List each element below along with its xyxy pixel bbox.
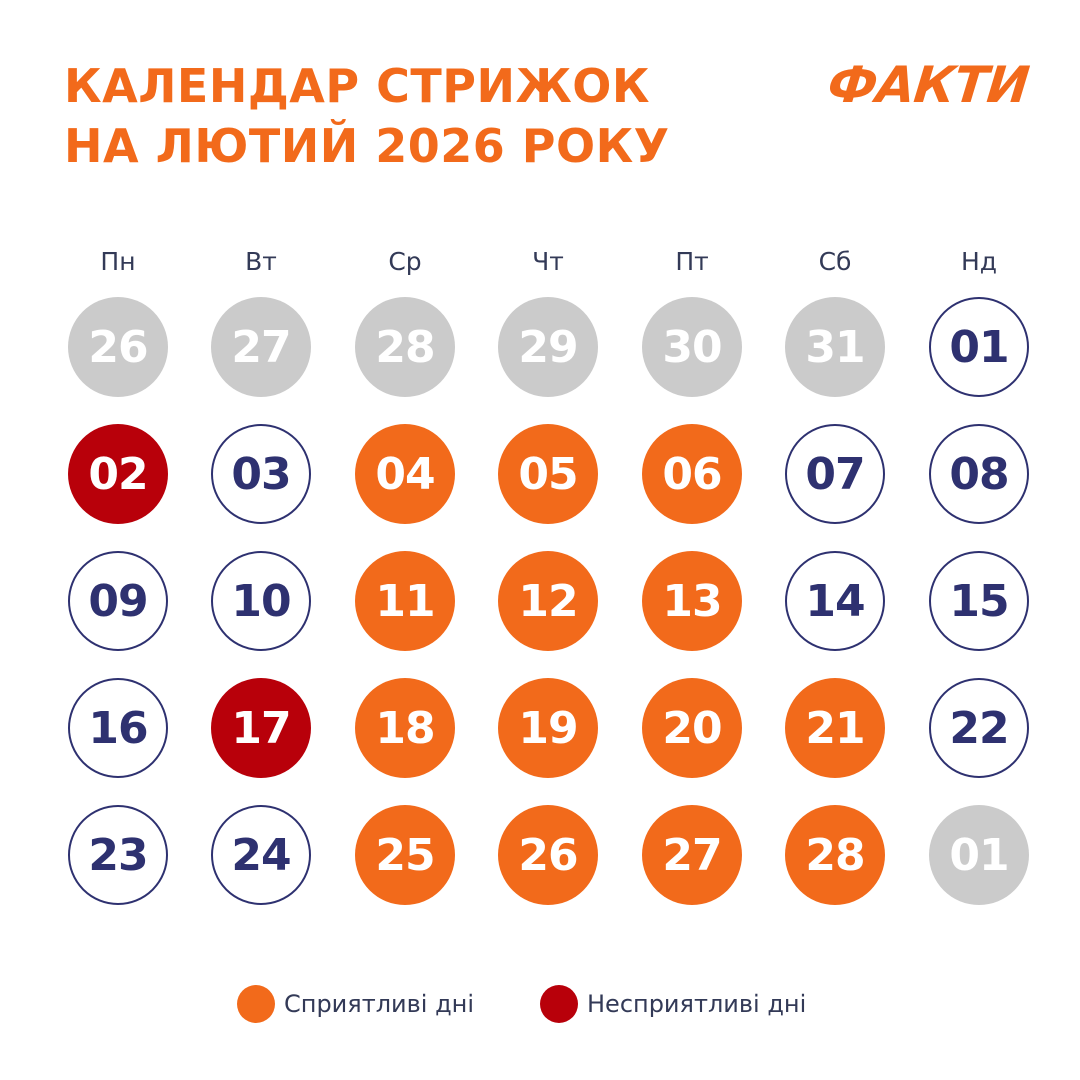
day-cell-favorable: 11: [355, 551, 455, 651]
day-cell-neutral: 09: [68, 551, 168, 651]
weekday-fri: Пт: [675, 247, 709, 276]
legend-item-unfavorable: Несприятливі дні: [540, 984, 806, 1024]
weekday-wed: Ср: [388, 247, 422, 276]
day-cell-favorable: 04: [355, 424, 455, 524]
day-cell-favorable: 06: [642, 424, 742, 524]
weekday-mon: Пн: [100, 247, 136, 276]
day-cell-other: 31: [785, 297, 885, 397]
weekday-sat: Сб: [818, 247, 852, 276]
day-cell-neutral: 15: [929, 551, 1029, 651]
day-cell-favorable: 21: [785, 678, 885, 778]
day-cell-other: 26: [68, 297, 168, 397]
day-cell-other: 28: [355, 297, 455, 397]
day-cell-neutral: 07: [785, 424, 885, 524]
day-cell-favorable: 27: [642, 805, 742, 905]
day-cell-favorable: 18: [355, 678, 455, 778]
day-cell-neutral: 03: [211, 424, 311, 524]
legend: Сприятливі дні Несприятливі дні: [0, 984, 1080, 1024]
day-cell-other: 27: [211, 297, 311, 397]
day-cell-neutral: 10: [211, 551, 311, 651]
day-cell-neutral: 16: [68, 678, 168, 778]
title-line-2: НА ЛЮТИЙ 2026 РОКУ: [64, 119, 670, 173]
day-cell-other: 01: [929, 805, 1029, 905]
day-cell-favorable: 13: [642, 551, 742, 651]
day-cell-neutral: 22: [929, 678, 1029, 778]
day-cell-favorable: 05: [498, 424, 598, 524]
weekday-thu: Чт: [532, 247, 564, 276]
legend-label-favorable: Сприятливі дні: [284, 990, 475, 1018]
day-cell-favorable: 26: [498, 805, 598, 905]
day-cell-favorable: 28: [785, 805, 885, 905]
day-cell-unfavorable: 02: [68, 424, 168, 524]
day-cell-neutral: 24: [211, 805, 311, 905]
weekday-header: Пн Вт Ср Чт Пт Сб Нд: [46, 242, 1046, 282]
day-cell-neutral: 01: [929, 297, 1029, 397]
legend-label-unfavorable: Несприятливі дні: [587, 990, 807, 1018]
favorable-dot-icon: [237, 985, 275, 1023]
legend-item-favorable: Сприятливі дні: [237, 984, 474, 1024]
day-cell-neutral: 08: [929, 424, 1029, 524]
weekday-tue: Вт: [245, 247, 277, 276]
day-cell-neutral: 23: [68, 805, 168, 905]
day-cell-other: 30: [642, 297, 742, 397]
page-title: КАЛЕНДАР СТРИЖОК НА ЛЮТИЙ 2026 РОКУ: [64, 56, 670, 176]
day-cell-favorable: 20: [642, 678, 742, 778]
unfavorable-dot-icon: [540, 985, 578, 1023]
day-cell-favorable: 12: [498, 551, 598, 651]
day-cell-favorable: 19: [498, 678, 598, 778]
weekday-sun: Нд: [960, 247, 998, 276]
day-cell-other: 29: [498, 297, 598, 397]
title-line-1: КАЛЕНДАР СТРИЖОК: [64, 59, 650, 113]
day-cell-favorable: 25: [355, 805, 455, 905]
day-cell-unfavorable: 17: [211, 678, 311, 778]
day-cell-neutral: 14: [785, 551, 885, 651]
